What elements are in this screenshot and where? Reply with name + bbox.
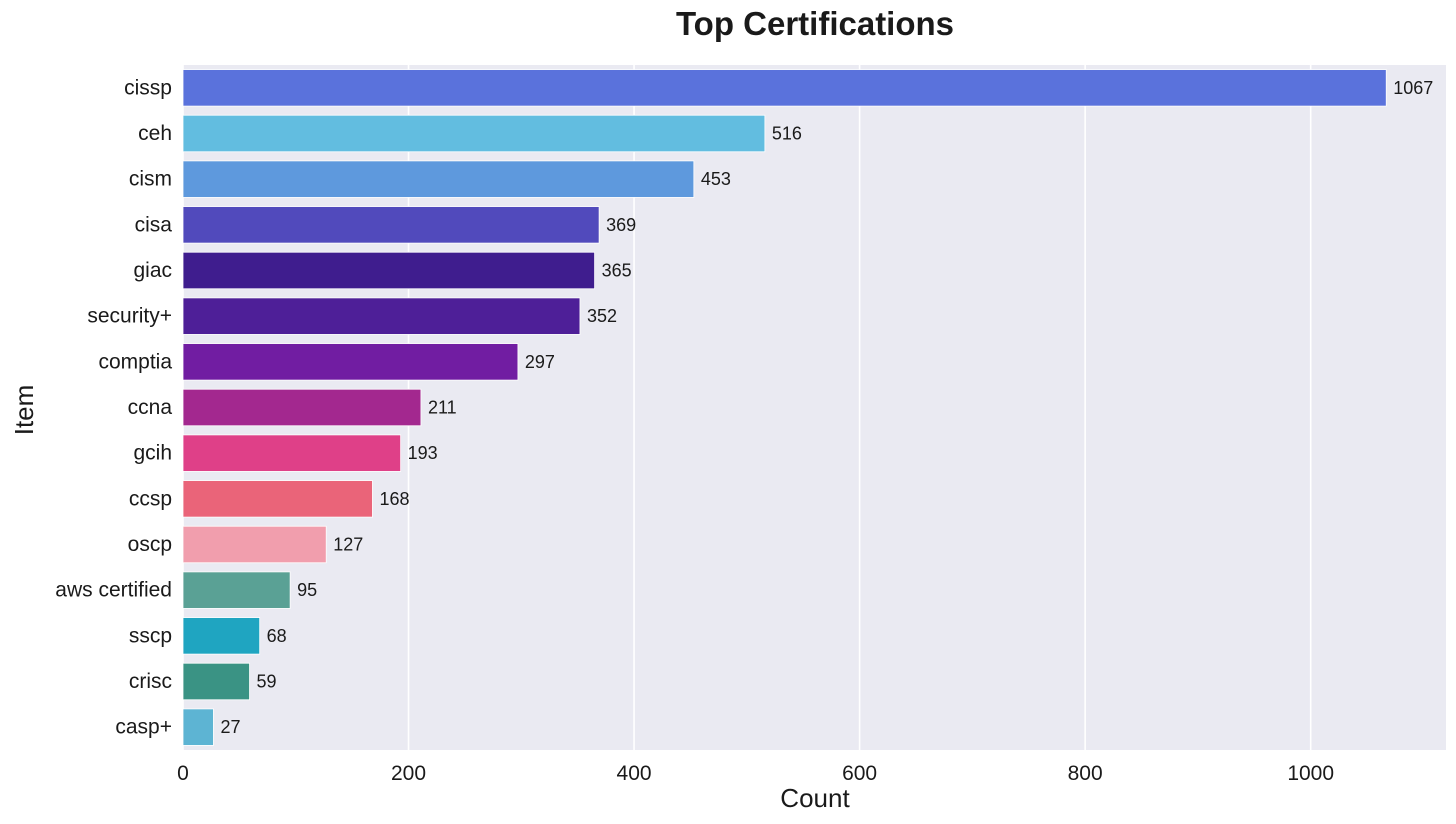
- y-axis-label: Item: [9, 385, 39, 436]
- value-label: 369: [606, 215, 636, 235]
- bar-security-: [182, 297, 581, 335]
- chart-title: Top Certifications: [676, 5, 954, 42]
- y-tick-label: crisc: [129, 670, 172, 693]
- y-tick-label: cism: [129, 168, 172, 191]
- x-tick-label: 800: [1068, 762, 1103, 785]
- bar-comptia: [182, 343, 519, 381]
- bar-oscp: [182, 525, 327, 564]
- x-tick-label: 0: [177, 762, 189, 785]
- value-label: 352: [587, 306, 617, 326]
- bar-ceh: [182, 114, 766, 153]
- bar-sscp: [182, 617, 261, 655]
- value-label: 59: [257, 672, 277, 692]
- value-label: 127: [333, 535, 363, 555]
- value-label: 1067: [1393, 78, 1433, 98]
- value-label: 453: [701, 169, 731, 189]
- value-label: 27: [220, 717, 240, 737]
- y-tick-label: sscp: [129, 624, 172, 647]
- y-tick-label: casp+: [115, 716, 172, 739]
- y-tick-label: ccsp: [129, 487, 172, 510]
- y-tick-label: oscp: [128, 533, 172, 556]
- value-label: 365: [602, 261, 632, 281]
- bar-cisa: [182, 206, 600, 244]
- bar-cissp: [182, 69, 1387, 107]
- value-label: 95: [297, 580, 317, 600]
- x-tick-labels: 0 200 400 600 800 1000: [177, 762, 1334, 785]
- value-label: 193: [408, 443, 438, 463]
- x-tick-label: 1000: [1287, 762, 1334, 785]
- bar-cism: [182, 160, 695, 198]
- value-label: 68: [267, 626, 287, 646]
- bar-gcih: [182, 434, 402, 472]
- bar-ccsp: [182, 480, 373, 518]
- value-labels: 1067 516 453 369 365 352 297 211 193 168 127 95 68 59…: [220, 78, 1433, 737]
- value-label: 297: [525, 352, 555, 372]
- y-tick-label: comptia: [98, 350, 172, 373]
- x-tick-label: 600: [842, 762, 877, 785]
- y-tick-labels: cissp ceh cism cisa giac security+ comptia ccna…: [55, 76, 172, 738]
- bar-aws-certified: [182, 571, 291, 609]
- y-tick-label: giac: [133, 259, 172, 282]
- y-tick-label: security+: [87, 305, 172, 328]
- y-tick-label: aws certified: [55, 579, 172, 602]
- value-label: 168: [379, 489, 409, 509]
- value-label: 516: [772, 124, 802, 144]
- bar-casp-: [182, 708, 214, 746]
- bar-crisc: [182, 662, 250, 701]
- y-tick-label: ceh: [138, 122, 172, 145]
- y-tick-label: gcih: [133, 442, 172, 465]
- bar-giac: [182, 251, 596, 290]
- y-tick-label: cisa: [135, 213, 173, 236]
- value-label: 211: [428, 398, 457, 418]
- bars: [182, 69, 1387, 746]
- x-tick-label: 200: [391, 762, 426, 785]
- x-tick-label: 400: [617, 762, 652, 785]
- x-axis-label: Count: [780, 783, 850, 813]
- y-tick-label: ccna: [128, 396, 173, 419]
- y-tick-label: cissp: [124, 76, 172, 99]
- bar-ccna: [182, 388, 422, 427]
